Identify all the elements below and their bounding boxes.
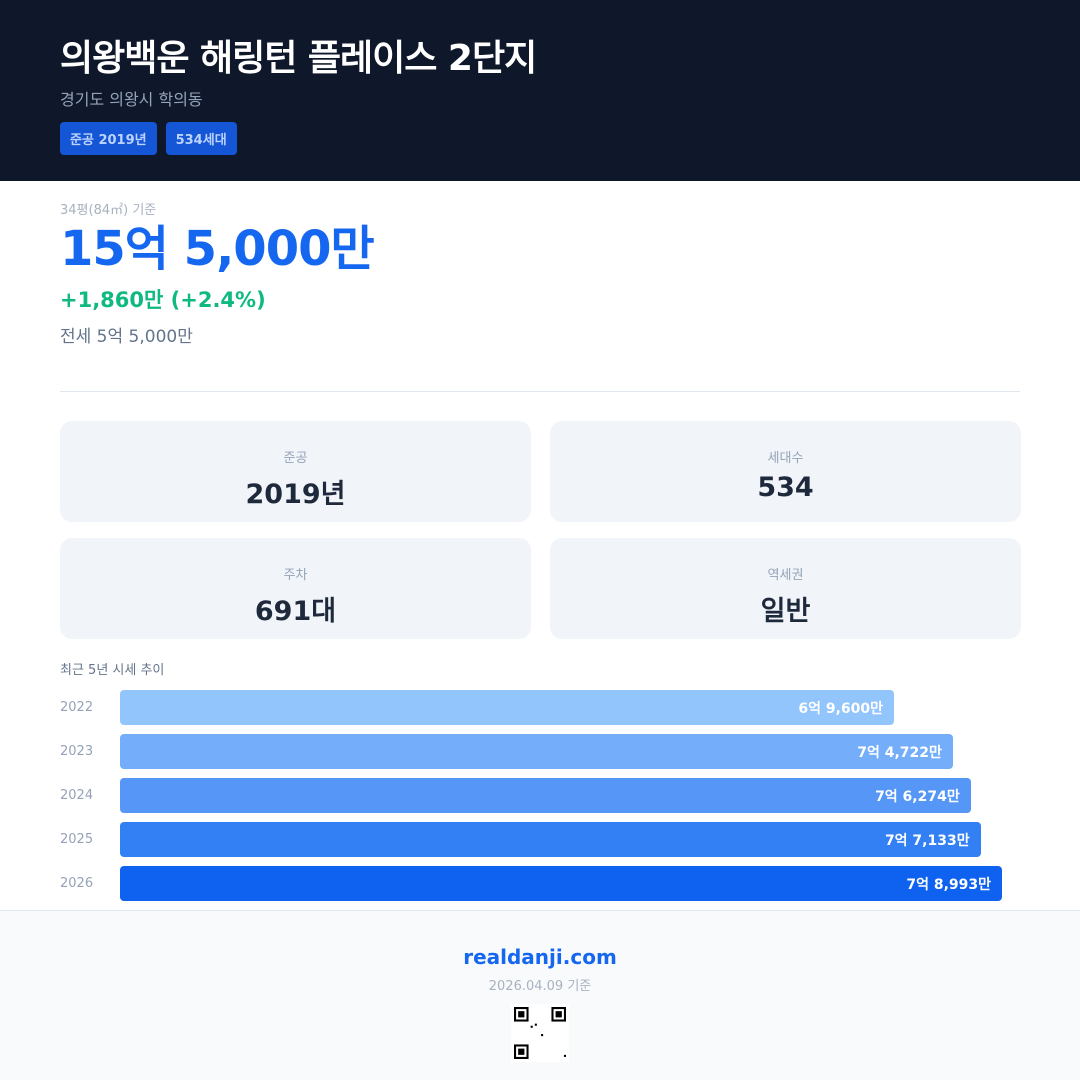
stat-value: 일반 [760,596,811,627]
trend-bar-label: 7억 8,993만 [906,876,991,893]
price-section: 34평(84㎡) 기준 15억 5,000만 +1,860만 (+2.4%) 전… [0,181,1080,347]
reference-date: 2026.04.09 기준 [488,979,592,994]
trend-track: 7억 6,274만 [120,778,1020,813]
trend-title: 최근 5년 시세 추이 [60,663,165,678]
trend-bar-label: 7억 7,133만 [884,832,970,849]
trend-track: 7억 4,722만 [120,734,1020,769]
site-link[interactable]: realdanji.com [463,945,617,969]
badge-households: 534세대 [165,122,237,155]
divider [60,391,1020,392]
trend-track: 7억 7,133만 [120,822,1020,857]
trend-track: 7억 8,993만 [120,866,1020,901]
stat-card-parking: 주차 691대 [60,538,531,639]
price-basis: 34평(84㎡) 기준 [60,203,157,218]
trend-row: 2025 7억 7,133만 [60,822,1020,857]
trend-year: 2023 [60,744,94,759]
address: 경기도 의왕시 학의동 [60,90,203,109]
trend-year: 2025 [60,832,94,847]
trend-bar-label: 7억 4,722만 [857,744,942,761]
trend-bar: 7억 7,133만 [120,822,981,857]
price-trend: 최근 5년 시세 추이 2022 6억 9,600만 2023 7억 4,722만 20… [0,639,1080,901]
price-change: +1,860만 (+2.4%) [60,288,266,312]
trend-row: 2024 7억 6,274만 [60,778,1020,813]
trend-bar: 7억 4,722만 [120,734,953,769]
stat-label: 주차 [283,568,308,583]
stat-label: 세대수 [767,451,804,466]
trend-row: 2026 7억 8,993만 [60,866,1020,901]
qr-code-icon [511,1004,569,1062]
price-value: 15억 5,000만 [60,221,375,277]
complex-title: 의왕백운 해링턴 플레이스 2단지 [60,38,537,79]
stat-label: 준공 [283,451,308,466]
stat-label: 역세권 [767,568,804,583]
trend-row: 2023 7억 4,722만 [60,734,1020,769]
trend-year: 2026 [60,876,94,891]
trend-track: 6억 9,600만 [120,690,1020,725]
trend-bar: 7억 6,274만 [120,778,971,813]
stat-value: 691대 [254,596,337,627]
badge-built-year: 준공 2019년 [60,122,157,155]
trend-bar-label: 6억 9,600만 [798,700,883,717]
trend-year: 2024 [60,788,94,803]
trend-bar-label: 7억 6,274만 [875,788,960,805]
stat-card-built: 준공 2019년 [60,421,531,522]
trend-bar: 7억 8,993만 [120,866,1002,901]
header: 의왕백운 해링턴 플레이스 2단지 경기도 의왕시 학의동 준공 2019년 5… [0,0,1080,181]
stat-card-households: 세대수 534 [550,421,1021,522]
trend-row: 2022 6억 9,600만 [60,690,1020,725]
jeonse-price: 전세 5억 5,000만 [60,327,193,347]
trend-year: 2022 [60,700,94,715]
trend-bar: 6억 9,600만 [120,690,894,725]
footer: realdanji.com 2026.04.09 기준 [0,910,1080,1080]
stat-value: 2019년 [245,479,346,510]
stat-value: 534 [757,472,814,503]
